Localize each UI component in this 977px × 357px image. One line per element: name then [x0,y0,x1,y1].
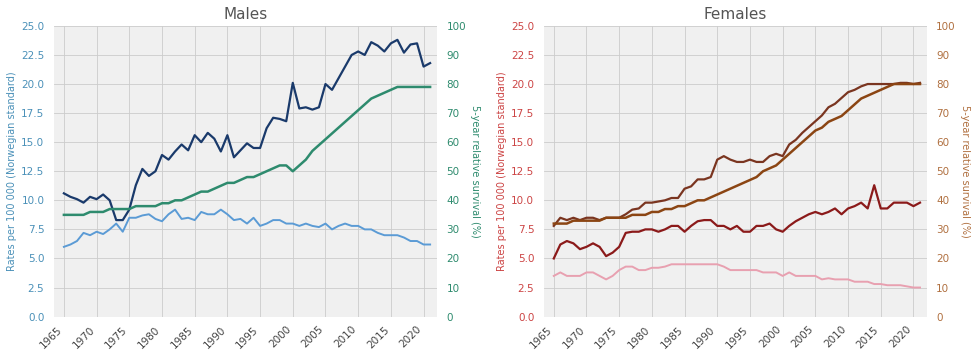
Y-axis label: Rates per 100 000 (Norwegian standard): Rates per 100 000 (Norwegian standard) [497,71,507,271]
Y-axis label: 5-year relative survival (%): 5-year relative survival (%) [470,105,480,238]
Y-axis label: 5-year relative survival (%): 5-year relative survival (%) [960,105,970,238]
Title: Females: Females [703,7,767,22]
Y-axis label: Rates per 100 000 (Norwegian standard): Rates per 100 000 (Norwegian standard) [7,71,17,271]
Title: Males: Males [223,7,268,22]
